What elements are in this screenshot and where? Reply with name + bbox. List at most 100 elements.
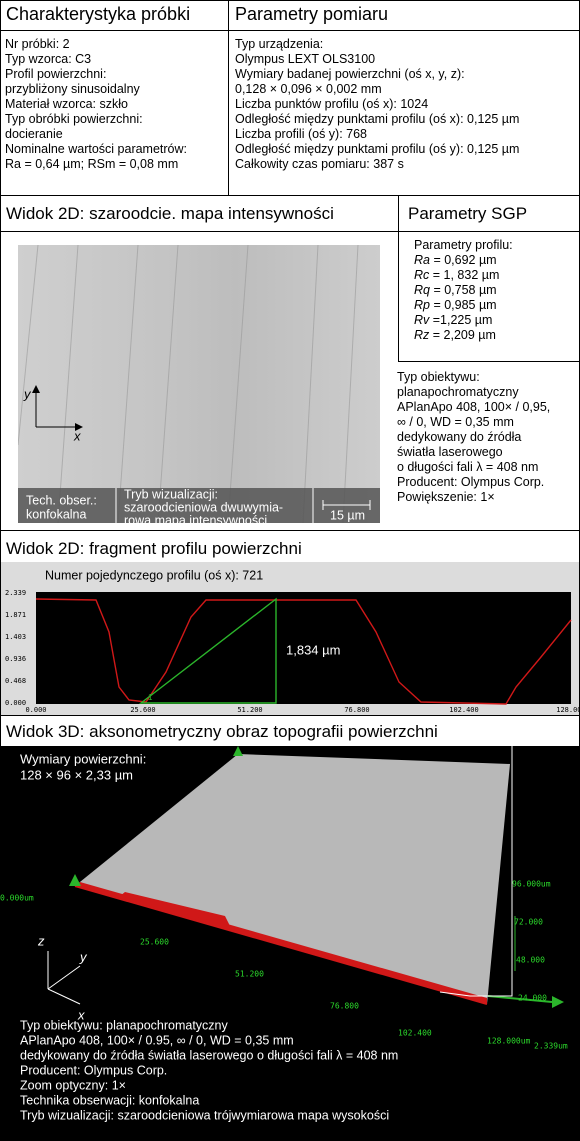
text-line: Nr próbki: 2 bbox=[5, 37, 187, 52]
mode: Tryb wizualizacji: bbox=[124, 487, 218, 501]
axis-label: x bbox=[73, 428, 81, 443]
text-line: Nominalne wartości parametrów: bbox=[5, 142, 187, 157]
page: Charakterystyka próbki Parametry pomiaru… bbox=[0, 0, 580, 1141]
text-line: 0,128 × 0,096 × 0,002 mm bbox=[235, 82, 519, 97]
param-symbol: Rq bbox=[414, 283, 430, 297]
profile-chart: Numer pojedynczego profilu (oś x): 721 1… bbox=[1, 562, 579, 715]
x-scale-label: 128.000um bbox=[487, 1037, 531, 1046]
param-symbol: Rz bbox=[414, 328, 429, 342]
param-row: Rv =1,225 µm bbox=[414, 313, 513, 328]
y-tick-label: 0.936 bbox=[5, 655, 26, 663]
text-line: Typ wzorca: C3 bbox=[5, 52, 187, 67]
y-tick-label: 1.403 bbox=[5, 633, 26, 641]
dimensions: 128 × 96 × 2,33 µm bbox=[20, 767, 133, 782]
x-scale-label: 76.800 bbox=[330, 1002, 359, 1011]
sgp-heading: Parametry profilu: bbox=[414, 238, 513, 253]
intensity-map: x y Tech. obser.: konfokalna Tryb wizual… bbox=[18, 245, 380, 523]
param-value: =1,225 µm bbox=[429, 313, 492, 327]
text-line: Odległość między punktami profilu (oś y)… bbox=[235, 142, 519, 157]
x-tick-label: 76.800 bbox=[344, 706, 369, 714]
section-title: Charakterystyka próbki bbox=[0, 0, 196, 29]
y-tick-label: 1.871 bbox=[5, 611, 26, 619]
x-tick-label: 128.000 bbox=[556, 706, 579, 714]
x-tick-label: 51.200 bbox=[237, 706, 262, 714]
height-label: 1,834 µm bbox=[286, 642, 340, 657]
param-symbol: Rp bbox=[414, 298, 430, 312]
y-scale-label: 48.000 bbox=[516, 956, 545, 965]
x-scale-label: 51.200 bbox=[235, 970, 264, 979]
text-line: światła laserowego bbox=[397, 445, 550, 460]
param-symbol: Rv bbox=[414, 313, 429, 327]
param-symbol: Ra bbox=[414, 253, 430, 267]
text-line: o długości fali λ = 408 nm bbox=[397, 460, 550, 475]
mode: rowa mapa intensywności bbox=[124, 513, 267, 523]
section-title: Parametry pomiaru bbox=[229, 0, 394, 29]
section-title: Parametry SGP bbox=[402, 200, 533, 228]
y-tick-label: 2.339 bbox=[5, 589, 26, 597]
description-line: Zoom optyczny: 1× bbox=[20, 1078, 126, 1092]
y-scale-label: 24.000 bbox=[518, 994, 547, 1003]
text-line: dedykowany do źródła bbox=[397, 430, 550, 445]
param-row: Ra = 0,692 µm bbox=[414, 253, 513, 268]
text-line: Wymiary badanej powierzchni (oś x, y, z)… bbox=[235, 67, 519, 82]
text-line: Olympus LEXT OLS3100 bbox=[235, 52, 519, 67]
technique: konfokalna bbox=[26, 507, 87, 521]
param-value: = 1, 832 µm bbox=[429, 268, 499, 282]
x-scale-label: 102.400 bbox=[398, 1029, 432, 1038]
x-scale-label: 0.000um bbox=[0, 894, 34, 903]
description-line: APlanApo 408, 100× / 0.95, ∞ / 0, WD = 0… bbox=[20, 1033, 294, 1047]
description-line: Tryb wizualizacji: szaroodcieniowa trójw… bbox=[20, 1108, 389, 1122]
text-line: przybliżony sinusoidalny bbox=[5, 82, 187, 97]
z-scale-label: 2.339um bbox=[534, 1042, 568, 1051]
param-value: = 2,209 µm bbox=[429, 328, 496, 342]
param-value: = 0,985 µm bbox=[430, 298, 497, 312]
x-tick-label: 102.400 bbox=[449, 706, 479, 714]
text-line: Ra = 0,64 µm; RSm = 0,08 mm bbox=[5, 157, 187, 172]
scale-label: 15 µm bbox=[330, 508, 365, 522]
view3d: Wymiary powierzchni: 128 × 96 × 2,33 µm … bbox=[0, 746, 580, 1141]
param-row: Rq = 0,758 µm bbox=[414, 283, 513, 298]
text-line: planapochromatyczny bbox=[397, 385, 550, 400]
param-row: Rz = 2,209 µm bbox=[414, 328, 513, 343]
description-line: dedykowany do źródła światła laserowego … bbox=[20, 1048, 398, 1062]
mode: szaroodcieniowa dwuwymia- bbox=[124, 500, 283, 514]
text-line: Powiększenie: 1× bbox=[397, 490, 550, 505]
axis-label: z bbox=[37, 933, 45, 948]
section-title: Widok 3D: aksonometryczny obraz topograf… bbox=[0, 718, 444, 746]
param-value: = 0,692 µm bbox=[430, 253, 497, 267]
x-scale-label: 25.600 bbox=[140, 938, 169, 947]
y-scale-label: 72.000 bbox=[514, 918, 543, 927]
param-symbol: Rc bbox=[414, 268, 429, 282]
text-line: Typ urządzenia: bbox=[235, 37, 519, 52]
profile-caption: Numer pojedynczego profilu (oś x): 721 bbox=[45, 568, 263, 582]
text-line: docieranie bbox=[5, 127, 187, 142]
text-line: Odległość między punktami profilu (oś x)… bbox=[235, 112, 519, 127]
text-line: Typ obróbki powierzchni: bbox=[5, 112, 187, 127]
param-value: = 0,758 µm bbox=[430, 283, 497, 297]
text-line: Całkowity czas pomiaru: 387 s bbox=[235, 157, 519, 172]
param-row: Rc = 1, 832 µm bbox=[414, 268, 513, 283]
marker: 1 bbox=[148, 693, 153, 702]
text-line: APlanApo 408, 100× / 0,95, bbox=[397, 400, 550, 415]
dimensions: Wymiary powierzchni: bbox=[20, 751, 146, 766]
description-line: Producent: Olympus Corp. bbox=[20, 1063, 167, 1077]
text-line: Profil powierzchni: bbox=[5, 67, 187, 82]
technique: Tech. obser.: bbox=[26, 493, 97, 507]
param-row: Rp = 0,985 µm bbox=[414, 298, 513, 313]
section-title: Widok 2D: szaroodcie. mapa intensywności bbox=[0, 200, 340, 228]
text-line: Materiał wzorca: szkło bbox=[5, 97, 187, 112]
description-line: Typ obiektywu: planapochromatyczny bbox=[20, 1018, 228, 1032]
y-tick-label: 0.468 bbox=[5, 677, 26, 685]
text-line: Liczba punktów profilu (oś x): 1024 bbox=[235, 97, 519, 112]
text-line: Typ obiektywu: bbox=[397, 370, 550, 385]
y-tick-label: 0.000 bbox=[5, 699, 26, 707]
text-line: Liczba profili (oś y): 768 bbox=[235, 127, 519, 142]
x-tick-label: 0.000 bbox=[25, 706, 46, 714]
y-scale-label: 96.000um bbox=[512, 880, 551, 889]
text-line: Producent: Olympus Corp. bbox=[397, 475, 550, 490]
